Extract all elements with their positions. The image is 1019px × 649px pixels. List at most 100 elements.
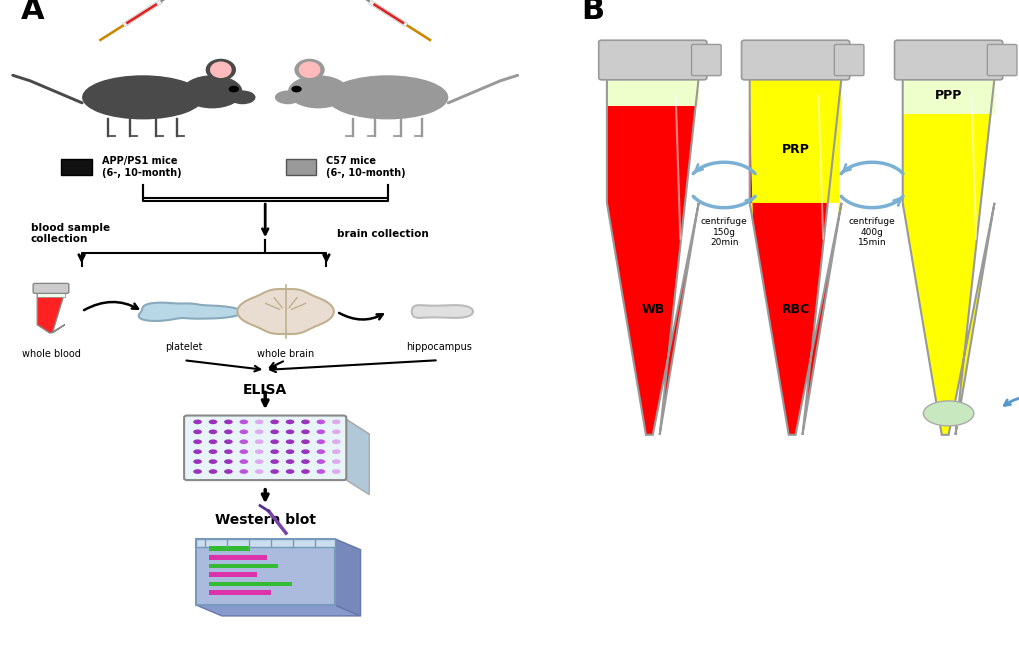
Ellipse shape xyxy=(331,449,340,454)
Ellipse shape xyxy=(83,75,204,119)
Ellipse shape xyxy=(316,430,325,434)
Bar xyxy=(38,292,65,297)
Polygon shape xyxy=(196,605,361,616)
Ellipse shape xyxy=(224,469,232,474)
Ellipse shape xyxy=(301,449,310,454)
Ellipse shape xyxy=(331,419,340,424)
Ellipse shape xyxy=(331,439,340,444)
Ellipse shape xyxy=(239,430,248,434)
Ellipse shape xyxy=(270,449,279,454)
Ellipse shape xyxy=(327,75,448,119)
Ellipse shape xyxy=(193,439,202,444)
Bar xyxy=(209,546,251,550)
Polygon shape xyxy=(139,302,242,321)
Circle shape xyxy=(291,86,302,92)
Text: B: B xyxy=(581,0,604,25)
Text: Western blot: Western blot xyxy=(214,513,316,527)
Ellipse shape xyxy=(270,439,279,444)
Text: centrifuge
400g
15min: centrifuge 400g 15min xyxy=(848,217,895,247)
Ellipse shape xyxy=(193,469,202,474)
Text: whole blood: whole blood xyxy=(21,349,81,359)
Ellipse shape xyxy=(224,430,232,434)
Ellipse shape xyxy=(210,62,231,78)
Ellipse shape xyxy=(294,58,324,80)
Ellipse shape xyxy=(316,459,325,464)
Ellipse shape xyxy=(209,439,217,444)
Ellipse shape xyxy=(301,430,310,434)
Text: RBC: RBC xyxy=(781,303,809,317)
Ellipse shape xyxy=(285,459,294,464)
Ellipse shape xyxy=(229,90,256,104)
Polygon shape xyxy=(187,417,369,434)
Ellipse shape xyxy=(224,439,232,444)
Polygon shape xyxy=(606,78,698,435)
Ellipse shape xyxy=(239,459,248,464)
Text: A: A xyxy=(20,0,44,25)
Ellipse shape xyxy=(255,459,263,464)
Ellipse shape xyxy=(239,449,248,454)
Polygon shape xyxy=(902,78,994,114)
Text: WB: WB xyxy=(641,303,663,317)
Ellipse shape xyxy=(255,469,263,474)
Polygon shape xyxy=(38,292,65,333)
Bar xyxy=(209,555,267,560)
Ellipse shape xyxy=(255,439,263,444)
Ellipse shape xyxy=(206,58,235,80)
Ellipse shape xyxy=(301,469,310,474)
Ellipse shape xyxy=(331,430,340,434)
Ellipse shape xyxy=(301,419,310,424)
FancyBboxPatch shape xyxy=(598,40,706,80)
FancyBboxPatch shape xyxy=(986,44,1016,76)
Polygon shape xyxy=(749,78,841,221)
Polygon shape xyxy=(902,78,994,114)
Text: whole brain: whole brain xyxy=(257,349,314,359)
Ellipse shape xyxy=(193,459,202,464)
Ellipse shape xyxy=(285,469,294,474)
Ellipse shape xyxy=(270,459,279,464)
Ellipse shape xyxy=(301,459,310,464)
Bar xyxy=(209,591,271,595)
Bar xyxy=(209,572,257,577)
Text: APP/PS1 mice
(6-, 10-month): APP/PS1 mice (6-, 10-month) xyxy=(102,156,181,178)
Polygon shape xyxy=(749,78,841,435)
Bar xyxy=(61,159,92,175)
Bar xyxy=(209,564,278,569)
Ellipse shape xyxy=(239,469,248,474)
Text: brain collection: brain collection xyxy=(336,228,428,239)
Ellipse shape xyxy=(270,419,279,424)
Ellipse shape xyxy=(209,459,217,464)
Text: hippocampus: hippocampus xyxy=(406,342,471,352)
FancyBboxPatch shape xyxy=(34,284,69,293)
Polygon shape xyxy=(343,417,369,495)
Ellipse shape xyxy=(287,75,348,108)
Ellipse shape xyxy=(301,439,310,444)
FancyBboxPatch shape xyxy=(196,539,334,605)
Ellipse shape xyxy=(270,469,279,474)
Text: platelet: platelet xyxy=(165,342,202,352)
Ellipse shape xyxy=(285,439,294,444)
Ellipse shape xyxy=(275,90,301,104)
Ellipse shape xyxy=(285,449,294,454)
FancyBboxPatch shape xyxy=(741,40,849,80)
Text: blood sample
collection: blood sample collection xyxy=(31,223,110,245)
Ellipse shape xyxy=(285,430,294,434)
Ellipse shape xyxy=(270,430,279,434)
Polygon shape xyxy=(334,539,361,616)
Polygon shape xyxy=(606,78,698,106)
Ellipse shape xyxy=(316,449,325,454)
Text: C57 mice
(6-, 10-month): C57 mice (6-, 10-month) xyxy=(326,156,406,178)
Ellipse shape xyxy=(299,62,320,78)
Ellipse shape xyxy=(255,419,263,424)
Ellipse shape xyxy=(285,419,294,424)
Ellipse shape xyxy=(316,419,325,424)
Bar xyxy=(196,539,334,546)
Ellipse shape xyxy=(239,419,248,424)
Polygon shape xyxy=(412,305,473,318)
Bar xyxy=(209,582,291,586)
Text: PRP: PRP xyxy=(781,143,809,156)
Ellipse shape xyxy=(224,459,232,464)
Polygon shape xyxy=(606,78,698,106)
Polygon shape xyxy=(749,78,841,221)
FancyBboxPatch shape xyxy=(834,44,863,76)
Text: centrifuge
150g
20min: centrifuge 150g 20min xyxy=(700,217,747,247)
